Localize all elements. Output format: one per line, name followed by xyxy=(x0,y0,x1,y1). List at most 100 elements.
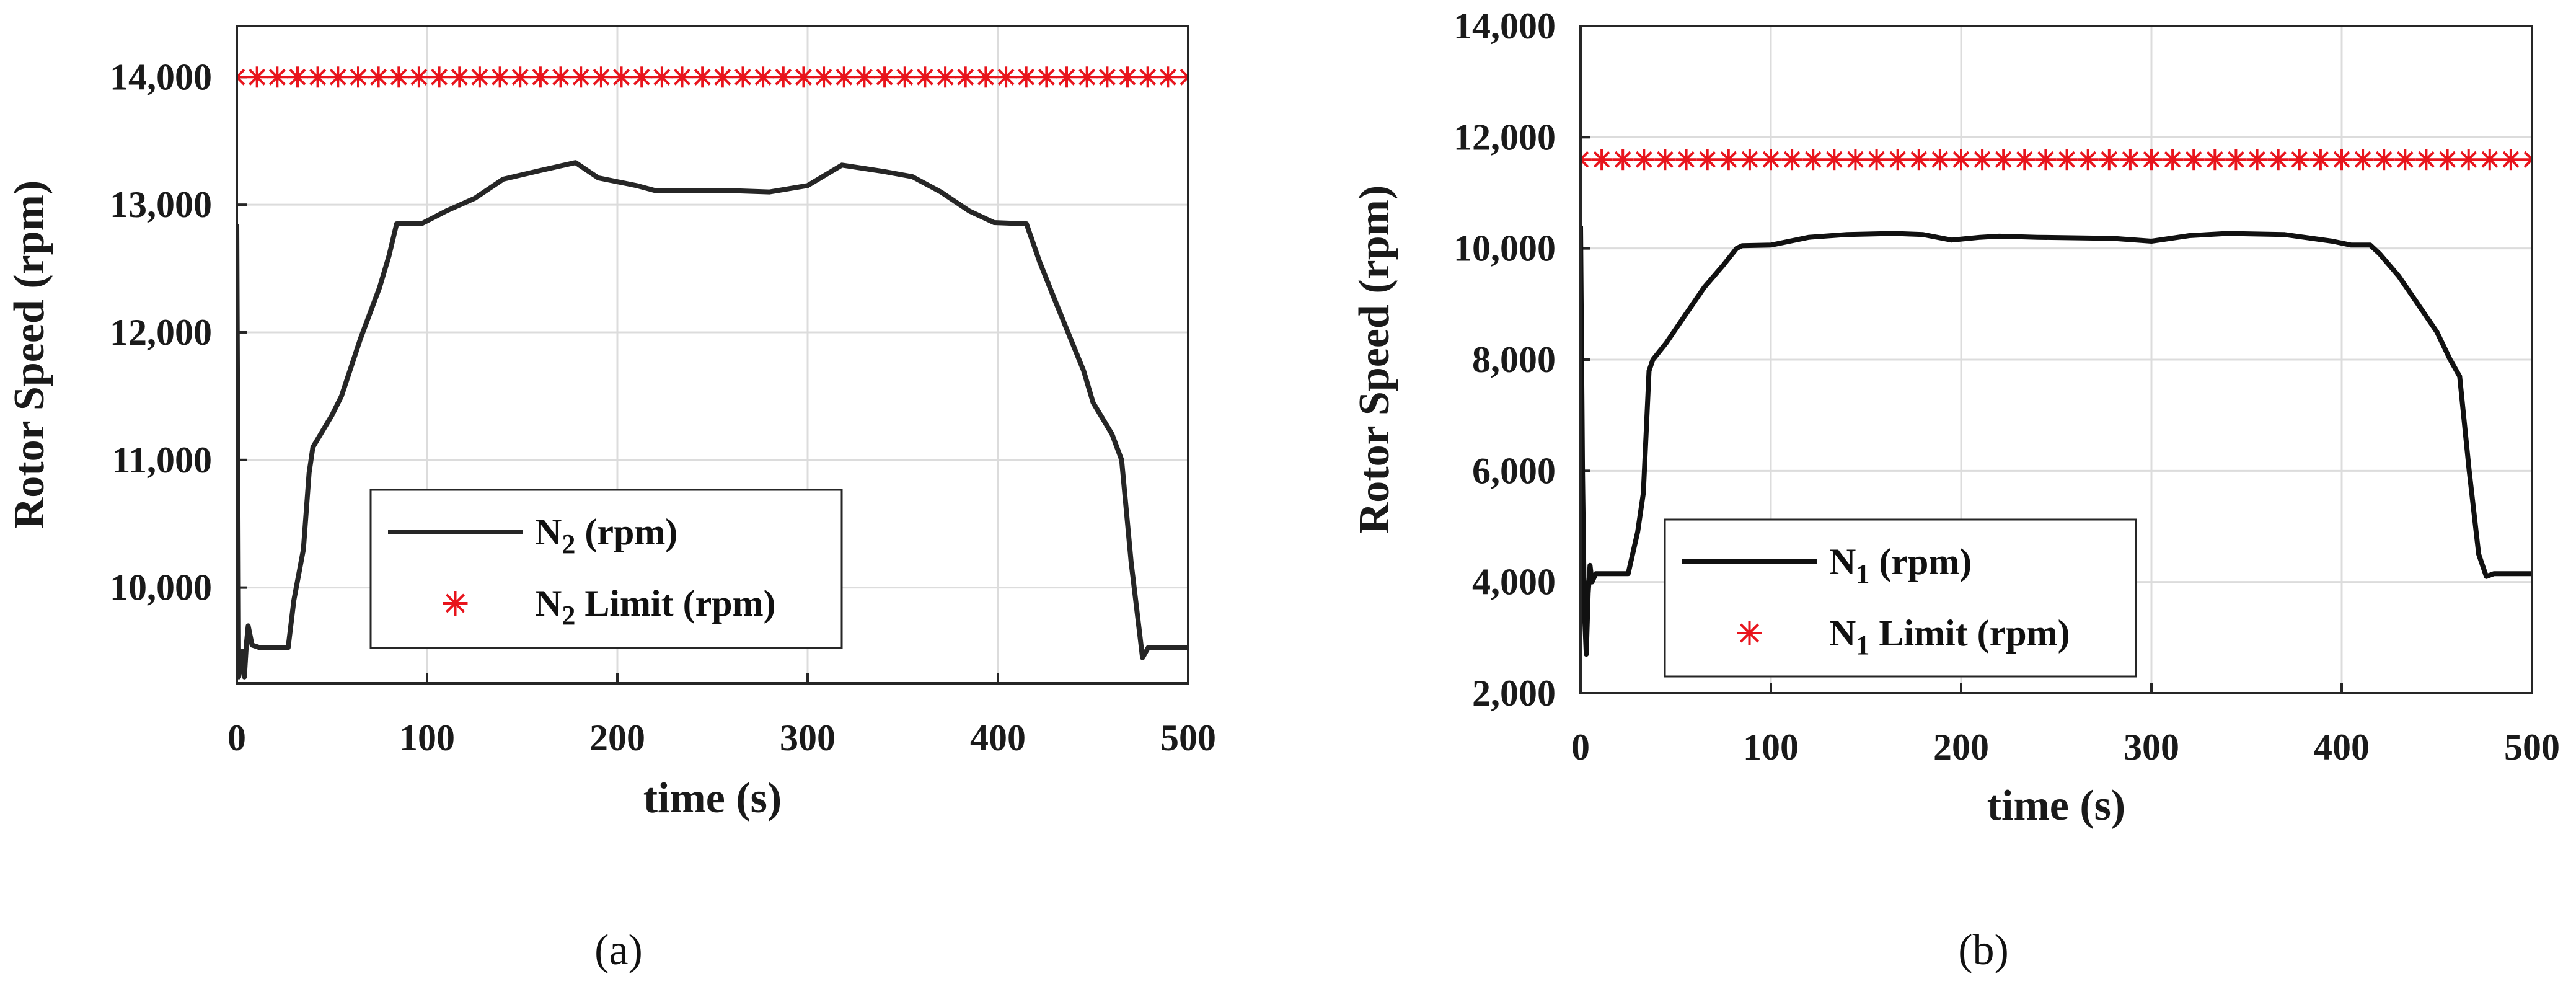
limit-marker xyxy=(388,66,410,88)
y-tick-label: 13,000 xyxy=(110,184,212,225)
legend-marker-key xyxy=(443,591,468,616)
limit-marker xyxy=(237,66,247,88)
legend-entry-label: N1 (rpm) xyxy=(1829,541,1972,589)
plot-content xyxy=(1581,149,2532,657)
limit-marker xyxy=(327,66,349,88)
y-tick-label: 14,000 xyxy=(110,56,212,97)
limit-marker xyxy=(2098,149,2120,171)
limit-marker xyxy=(732,66,754,88)
x-tick-label: 0 xyxy=(1571,727,1590,768)
x-tick-label: 500 xyxy=(2504,727,2560,768)
limit-marker xyxy=(935,66,956,88)
limit-marker xyxy=(2056,149,2078,171)
x-axis-label: time (s) xyxy=(1987,782,2126,830)
limit-marker xyxy=(469,66,490,88)
y-tick-label: 11,000 xyxy=(112,440,212,481)
limit-marker xyxy=(611,66,632,88)
legend: N1 (rpm) N1 Limit (rpm) xyxy=(1664,518,2137,678)
limit-marker xyxy=(1908,149,1930,171)
limit-marker xyxy=(2458,149,2479,171)
limit-marker xyxy=(2119,149,2141,171)
limit-marker xyxy=(955,66,976,88)
x-tick-label: 200 xyxy=(1933,727,1989,768)
limit-marker xyxy=(1036,66,1057,88)
y-tick-label: 12,000 xyxy=(1453,117,1556,157)
limit-marker xyxy=(570,66,592,88)
series-line xyxy=(1581,226,2532,657)
limit-marker xyxy=(651,66,673,88)
limit-marker xyxy=(590,66,612,88)
limit-marker xyxy=(1739,149,1760,171)
limit-marker xyxy=(428,66,450,88)
x-tick-label: 200 xyxy=(589,717,645,758)
limit-marker xyxy=(2479,149,2500,171)
limit-marker xyxy=(2204,149,2226,171)
legend-box xyxy=(369,489,843,649)
limit-marker xyxy=(813,66,835,88)
plot-content xyxy=(237,66,1188,680)
limit-marker xyxy=(2267,149,2289,171)
limit-marker xyxy=(854,66,875,88)
limit-marker xyxy=(1718,149,1739,171)
limit-marker xyxy=(793,66,814,88)
limit-marker xyxy=(975,66,997,88)
limit-marker xyxy=(995,66,1017,88)
limit-marker xyxy=(2014,149,2036,171)
limit-marker xyxy=(1929,149,1951,171)
limit-marker xyxy=(1951,149,1972,171)
legend-entry-label: N2 Limit (rpm) xyxy=(535,583,776,631)
chart-panel-b: 0 100 200 300 400 500 2,000 4,000 6,000 8,000 10,0… xyxy=(1351,6,2560,974)
limit-marker xyxy=(267,66,288,88)
limit-marker xyxy=(1591,149,1613,171)
limit-marker xyxy=(1675,149,1697,171)
limit-marker xyxy=(368,66,389,88)
limit-marker xyxy=(408,66,430,88)
limit-marker xyxy=(1015,66,1037,88)
limit-marker xyxy=(1157,66,1179,88)
limit-marker xyxy=(1696,149,1718,171)
limit-marker xyxy=(914,66,936,88)
y-tick-label: 6,000 xyxy=(1472,450,1556,491)
x-tick-label: 300 xyxy=(2124,727,2179,768)
limit-marker xyxy=(348,66,369,88)
limit-marker xyxy=(1781,149,1803,171)
limit-marker xyxy=(1581,149,1591,171)
y-tick-label: 4,000 xyxy=(1472,562,1556,603)
limit-marker xyxy=(2352,149,2374,171)
limit-marker xyxy=(1972,149,1993,171)
limit-marker xyxy=(287,66,308,88)
limit-marker xyxy=(2309,149,2331,171)
limit-marker xyxy=(1056,66,1077,88)
limit-marker xyxy=(2521,149,2532,171)
limit-marker xyxy=(752,66,774,88)
limit-marker xyxy=(1802,149,1824,171)
limit-marker xyxy=(1845,149,1866,171)
legend-entry-label: N2 (rpm) xyxy=(535,512,677,559)
x-tick-label: 500 xyxy=(1160,717,1216,758)
limit-marker xyxy=(550,66,571,88)
legend-box xyxy=(1664,518,2137,678)
limit-marker xyxy=(1137,66,1158,88)
limit-marker xyxy=(1117,66,1138,88)
limit-marker xyxy=(1178,66,1188,88)
limit-marker xyxy=(692,66,713,88)
x-tick-label: 0 xyxy=(227,717,246,758)
y-tick-label: 8,000 xyxy=(1472,339,1556,380)
limit-marker xyxy=(2288,149,2310,171)
limit-marker xyxy=(712,66,733,88)
x-tick-label: 300 xyxy=(780,717,836,758)
x-tick-label: 400 xyxy=(2314,727,2370,768)
y-tick-label: 10,000 xyxy=(1453,228,1556,269)
axes-frame xyxy=(236,25,1189,685)
limit-marker xyxy=(772,66,794,88)
limit-marker xyxy=(2415,149,2437,171)
limit-marker xyxy=(489,66,511,88)
panel-label: (b) xyxy=(1958,926,2009,974)
x-tick-label: 400 xyxy=(970,717,1026,758)
limit-marker xyxy=(2077,149,2099,171)
limit-marker xyxy=(1096,66,1118,88)
limit-marker xyxy=(1654,149,1676,171)
limit-marker xyxy=(449,66,470,88)
limit-marker xyxy=(2225,149,2247,171)
limit-marker xyxy=(2141,149,2162,171)
